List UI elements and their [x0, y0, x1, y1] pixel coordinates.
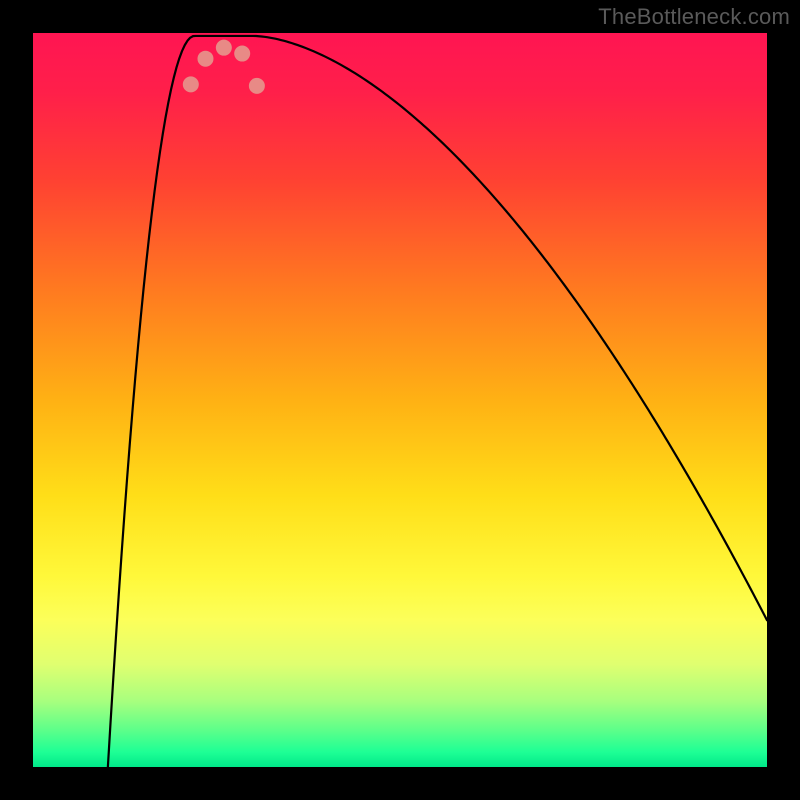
bottleneck-plot: [0, 0, 800, 800]
watermark-text: TheBottleneck.com: [598, 4, 790, 30]
chart-stage: TheBottleneck.com: [0, 0, 800, 800]
